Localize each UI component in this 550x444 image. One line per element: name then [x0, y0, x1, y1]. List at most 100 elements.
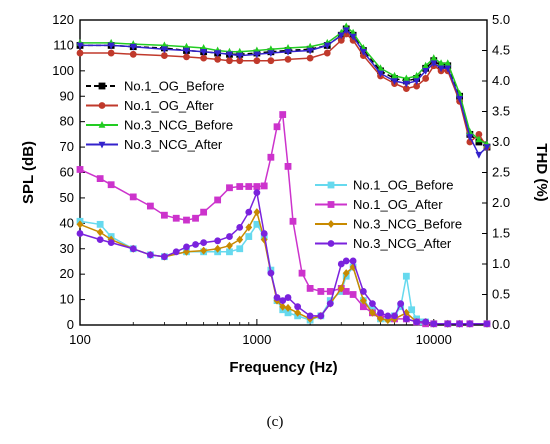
data-point: [317, 288, 325, 295]
y2-tick-label: 1.0: [492, 256, 510, 271]
y-tick-label: 50: [60, 190, 74, 205]
data-point: [349, 33, 357, 41]
data-point: [402, 315, 410, 323]
data-point: [483, 320, 491, 328]
data-point: [146, 202, 154, 210]
data-point: [253, 189, 261, 197]
legend-spl-item: No.3_NCG_Before: [86, 118, 233, 133]
series-left-no.1_og_after: [76, 30, 491, 151]
data-point: [96, 228, 104, 237]
data-point: [391, 71, 398, 79]
data-point: [129, 50, 137, 58]
data-point: [226, 57, 233, 65]
legend-swatch-marker: [98, 141, 106, 149]
data-point: [377, 64, 384, 72]
legend-spl-item: No.1_OG_Before: [86, 79, 224, 94]
data-point: [253, 183, 261, 190]
data-point: [456, 320, 464, 328]
data-point: [107, 181, 115, 189]
data-point: [483, 144, 491, 152]
data-point: [172, 248, 180, 256]
data-point: [160, 253, 168, 261]
data-point: [183, 216, 190, 224]
data-point: [236, 235, 244, 244]
y-tick-label: 80: [60, 114, 74, 129]
data-point: [236, 183, 244, 190]
data-point: [391, 312, 398, 320]
x-tick-label: 1000: [242, 332, 271, 347]
data-point: [337, 36, 345, 44]
y2-tick-label: 3.5: [492, 104, 510, 119]
data-point: [172, 214, 180, 222]
data-point: [342, 288, 350, 295]
data-point: [466, 134, 474, 141]
series-right-no.3_ncg_after: [76, 189, 491, 328]
data-point: [260, 182, 268, 190]
data-point: [200, 208, 208, 216]
data-point: [430, 54, 438, 61]
data-point: [226, 51, 233, 59]
legend-label: No.1_OG_Before: [353, 178, 453, 193]
data-point: [129, 193, 137, 201]
y-tick-label: 40: [60, 215, 74, 230]
data-point: [236, 57, 244, 65]
data-point: [76, 49, 84, 57]
y-axis-title: SPL (dB): [20, 141, 37, 204]
data-point: [326, 288, 334, 295]
data-point: [359, 288, 367, 295]
data-point: [466, 320, 474, 328]
data-point: [402, 80, 410, 88]
data-point: [444, 320, 452, 328]
legend-thd-item: No.1_OG_Before: [315, 178, 453, 193]
data-point: [279, 302, 287, 311]
data-point: [267, 50, 275, 58]
data-point: [284, 309, 292, 317]
data-point: [260, 230, 268, 237]
data-point: [284, 294, 292, 301]
data-point: [294, 303, 302, 311]
y2-tick-label: 0.0: [492, 317, 510, 332]
y-tick-label: 30: [60, 241, 74, 256]
data-point: [226, 233, 233, 240]
legend-label: No.3_NCG_Before: [124, 118, 233, 133]
data-point: [146, 251, 154, 259]
data-point: [289, 217, 297, 225]
data-point: [214, 244, 222, 253]
data-point: [236, 245, 244, 253]
data-point: [359, 48, 367, 56]
data-point: [298, 269, 306, 277]
data-point: [397, 300, 405, 308]
data-point: [273, 294, 281, 301]
data-point: [422, 318, 430, 326]
data-point: [377, 314, 384, 323]
data-point: [273, 123, 281, 131]
data-point: [422, 75, 430, 82]
data-point: [391, 78, 398, 85]
data-point: [444, 65, 452, 73]
data-point: [294, 308, 302, 317]
data-point: [306, 285, 314, 292]
data-point: [129, 43, 137, 51]
data-point: [245, 183, 253, 190]
data-point: [253, 51, 261, 59]
data-point: [192, 241, 199, 248]
y-tick-label: 100: [52, 63, 74, 78]
y-tick-label: 60: [60, 165, 74, 180]
data-point: [214, 196, 222, 204]
legend-thd-item: No.1_OG_After: [315, 197, 443, 212]
y2-tick-label: 4.0: [492, 73, 510, 88]
data-point: [226, 241, 233, 250]
data-point: [192, 214, 199, 222]
data-point: [359, 303, 367, 311]
data-point: [226, 248, 233, 256]
data-point: [413, 82, 421, 90]
data-point: [323, 49, 331, 57]
data-point: [422, 68, 430, 75]
data-point: [284, 48, 292, 56]
data-point: [430, 60, 438, 68]
data-point: [342, 269, 350, 278]
y2-tick-label: 4.5: [492, 43, 510, 58]
data-point: [253, 208, 261, 217]
y2-tick-label: 5.0: [492, 12, 510, 27]
